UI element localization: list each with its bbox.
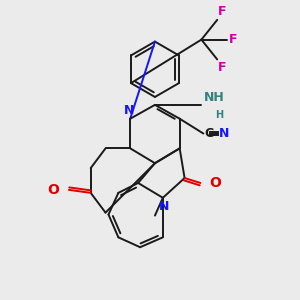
Text: O: O xyxy=(47,183,59,197)
Text: N: N xyxy=(159,200,169,213)
Text: NH: NH xyxy=(203,91,224,104)
Text: F: F xyxy=(218,5,227,18)
Text: N: N xyxy=(219,127,230,140)
Text: H: H xyxy=(215,110,224,120)
Text: C: C xyxy=(204,127,214,140)
Text: O: O xyxy=(209,176,221,190)
Text: F: F xyxy=(218,61,227,74)
Text: F: F xyxy=(229,33,238,46)
Text: N: N xyxy=(124,104,134,117)
